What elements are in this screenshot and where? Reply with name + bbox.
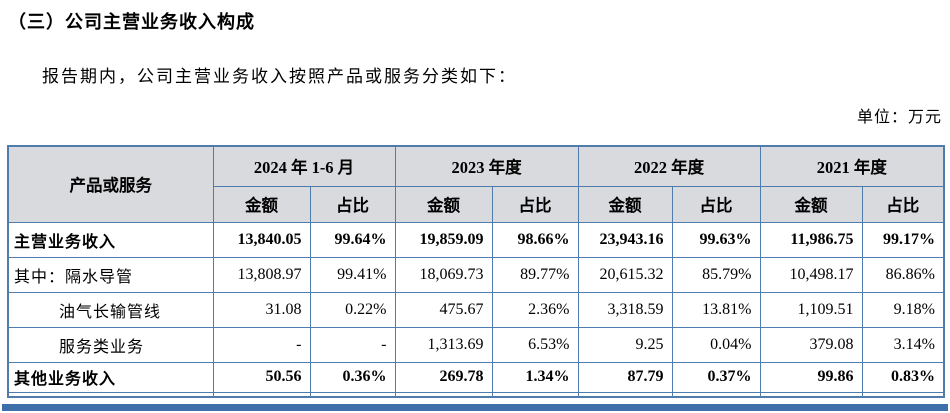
row-label: 服务类业务: [7, 326, 214, 363]
table-cell: [394, 391, 493, 398]
table-cell: 9.25: [577, 326, 673, 363]
table-cell: 269.78: [394, 361, 493, 393]
col-header-amount: 金额: [212, 185, 311, 223]
table-cell: 3.14%: [861, 326, 945, 363]
table-cell: 0.36%: [309, 361, 396, 393]
intro-text: 报告期内，公司主营业务收入按照产品或服务分类如下：: [42, 67, 517, 86]
table-cell: 0.22%: [309, 291, 396, 328]
table-cell: 1,313.69: [394, 326, 493, 363]
table-cell: 98.66%: [491, 221, 579, 258]
table-cell: 9.18%: [861, 291, 945, 328]
table-row-riser-pipe: 其中：隔水导管 13,808.97 99.41% 18,069.73 89.77…: [7, 256, 945, 293]
table-cell: 99.63%: [671, 221, 761, 258]
col-header-ratio: 占比: [491, 185, 579, 223]
col-header-ratio: 占比: [309, 185, 396, 223]
header-row-periods: 产品或服务 2024 年 1-6 月 2023 年度 2022 年度 2021 …: [7, 145, 945, 223]
col-header-period-2024: 2024 年 1-6 月: [212, 145, 396, 187]
table-cell: 87.79: [577, 361, 673, 393]
table-cell: 475.67: [394, 291, 493, 328]
table-cell: 1,109.51: [759, 291, 863, 328]
header-row-measures: 金额 占比 金额 占比 金额 占比 金额 占比: [8, 185, 945, 223]
table-cell: 89.77%: [491, 256, 579, 293]
table-row-main-revenue: 主营业务收入 13,840.05 99.64% 19,859.09 98.66%…: [7, 221, 945, 258]
table-cell: 85.79%: [671, 256, 761, 293]
table-cell: 99.86: [759, 361, 863, 393]
table-cell: -: [212, 326, 311, 363]
table-cell: 11,986.75: [759, 221, 863, 258]
table-cell: 31.08: [212, 291, 311, 328]
table-cell: 379.08: [759, 326, 863, 363]
table-cell: 3,318.59: [577, 291, 673, 328]
table-cell: 0.83%: [861, 361, 945, 393]
row-label: 主营业务收入: [7, 221, 214, 258]
table-cell: [491, 391, 579, 398]
col-header-product: 产品或服务: [7, 145, 214, 223]
table-cell: 99.17%: [861, 221, 945, 258]
table-cell: [212, 391, 311, 398]
table-cell: 2.36%: [491, 291, 579, 328]
col-header-period-2022: 2022 年度: [577, 145, 761, 187]
table-cell: [7, 391, 214, 398]
col-header-ratio: 占比: [671, 185, 761, 223]
table-cell: 1.34%: [491, 361, 579, 393]
table-cell: 86.86%: [861, 256, 945, 293]
revenue-table: 产品或服务 2024 年 1-6 月 2023 年度 2022 年度 2021 …: [7, 145, 945, 398]
col-header-amount: 金额: [394, 185, 493, 223]
table-cell: [309, 391, 396, 398]
table-cell: [671, 391, 761, 398]
table-row-pipeline: 油气长输管线 31.08 0.22% 475.67 2.36% 3,318.59…: [7, 291, 945, 328]
table-cell: 19,859.09: [394, 221, 493, 258]
row-label: 其中：隔水导管: [7, 256, 214, 293]
table-cell: 13.81%: [671, 291, 761, 328]
table-cell: 6.53%: [491, 326, 579, 363]
table-cell: 23,943.16: [577, 221, 673, 258]
table-cell: [577, 391, 673, 398]
col-header-amount: 金额: [577, 185, 673, 223]
table-cell: [759, 391, 863, 398]
table-cell: 99.41%: [309, 256, 396, 293]
table-cell: -: [309, 326, 396, 363]
table-row-other-revenue: 其他业务收入 50.56 0.36% 269.78 1.34% 87.79 0.…: [7, 361, 945, 393]
table-cell: 50.56: [212, 361, 311, 393]
table-cell: 10,498.17: [759, 256, 863, 293]
table-cell: 0.37%: [671, 361, 761, 393]
table-row-partial: [7, 391, 945, 398]
col-header-ratio: 占比: [861, 185, 945, 223]
col-header-period-2021: 2021 年度: [759, 145, 945, 187]
table-row-services: 服务类业务 - - 1,313.69 6.53% 9.25 0.04% 379.…: [7, 326, 945, 363]
table-cell: 13,808.97: [212, 256, 311, 293]
table-cell: 20,615.32: [577, 256, 673, 293]
table-bottom-bar: [2, 404, 948, 411]
row-label: 油气长输管线: [7, 291, 214, 328]
table-cell: [861, 391, 945, 398]
row-label: 其他业务收入: [7, 361, 214, 393]
table-cell: 13,840.05: [212, 221, 311, 258]
table-cell: 99.64%: [309, 221, 396, 258]
table-cell: 0.04%: [671, 326, 761, 363]
page-title: （三）公司主营业务收入构成: [8, 12, 255, 32]
col-header-period-2023: 2023 年度: [394, 145, 579, 187]
unit-label: 单位：万元: [856, 109, 942, 126]
col-header-amount: 金额: [759, 185, 863, 223]
table-cell: 18,069.73: [394, 256, 493, 293]
